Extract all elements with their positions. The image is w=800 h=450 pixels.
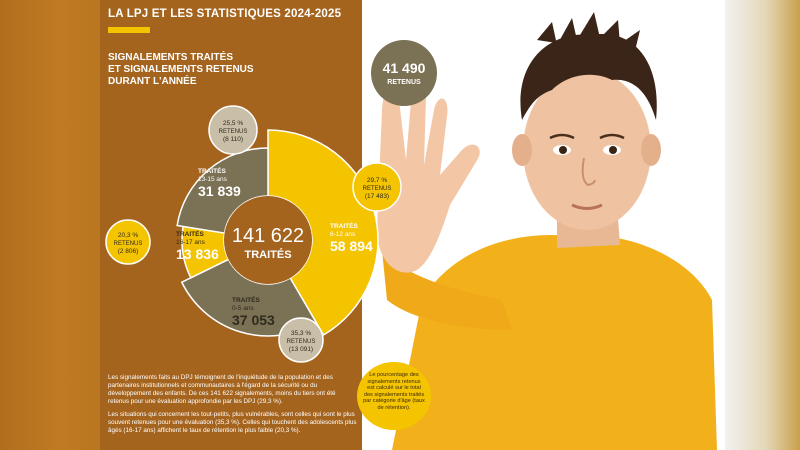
retained-bubble: [352, 162, 402, 212]
retained-label: RETENUS: [363, 186, 392, 192]
slice-label: TRAITÉS: [232, 295, 260, 304]
retained-label: RETENUS: [114, 241, 143, 247]
section-title: SIGNALEMENTS TRAITÉS ET SIGNALEMENTS RET…: [108, 52, 328, 88]
background-blur-left: [0, 0, 100, 450]
slice-value-label: 13 836: [176, 246, 219, 262]
slice-label: TRAITÉS: [330, 221, 358, 230]
footnote-bubble: Le pourcentage des signalements retenus …: [357, 362, 431, 430]
retained-bubble: [105, 219, 151, 265]
slice-age-label: 16-17 ans: [176, 239, 206, 246]
body-paragraph: Les signalements faits au DPJ témoignent…: [108, 374, 336, 405]
retained-count-label: (13 091): [289, 346, 313, 353]
background-blur-right: [725, 0, 800, 450]
slice-age-label: 13-15 ans: [198, 176, 228, 183]
slice-age-label: 0-5 ans: [232, 305, 254, 312]
slice-value-label: 37 053: [232, 312, 275, 328]
slice-label: TRAITÉS: [198, 166, 226, 175]
retained-count-label: (17 483): [365, 193, 389, 200]
header-accent-bar: [108, 27, 150, 33]
retained-label: RETENUS: [287, 339, 316, 345]
retained-total-value: 41 490: [382, 60, 426, 76]
page-header: LA LPJ ET LES STATISTIQUES 2024-2025: [108, 8, 342, 20]
retained-total-bubble: 41 490 RETENUS: [371, 40, 437, 106]
retained-label: RETENUS: [219, 129, 248, 135]
retained-percent-label: 29,7 %: [367, 177, 387, 184]
body-text: Les signalements faits au DPJ témoignent…: [108, 374, 358, 440]
section-title-line: DURANT L'ANNÉE: [108, 76, 197, 87]
retained-count-label: (8 110): [223, 136, 243, 143]
retained-count-label: (2 806): [118, 248, 139, 255]
section-title-line: ET SIGNALEMENTS RETENUS: [108, 64, 254, 75]
retained-bubble: [278, 317, 324, 363]
slice-value-label: 58 894: [330, 238, 373, 254]
slice-label: TRAITÉS: [176, 229, 204, 238]
slice-age-label: 6-12 ans: [330, 231, 356, 238]
retained-percent-label: 25,5 %: [223, 120, 243, 127]
body-paragraph: Les situations qui concernent les tout-p…: [108, 411, 357, 434]
section-title-line: SIGNALEMENTS TRAITÉS: [108, 52, 234, 63]
retained-total-label: RETENUS: [387, 79, 421, 86]
center-total-value: 141 622: [232, 225, 304, 247]
retained-bubble: [208, 105, 258, 155]
slice-value-label: 31 839: [198, 183, 241, 199]
donut-center: [224, 196, 312, 284]
center-total-label: TRAITÉS: [244, 248, 291, 261]
retained-percent-label: 35,3 %: [291, 330, 311, 337]
retained-percent-label: 20,3 %: [118, 232, 138, 239]
